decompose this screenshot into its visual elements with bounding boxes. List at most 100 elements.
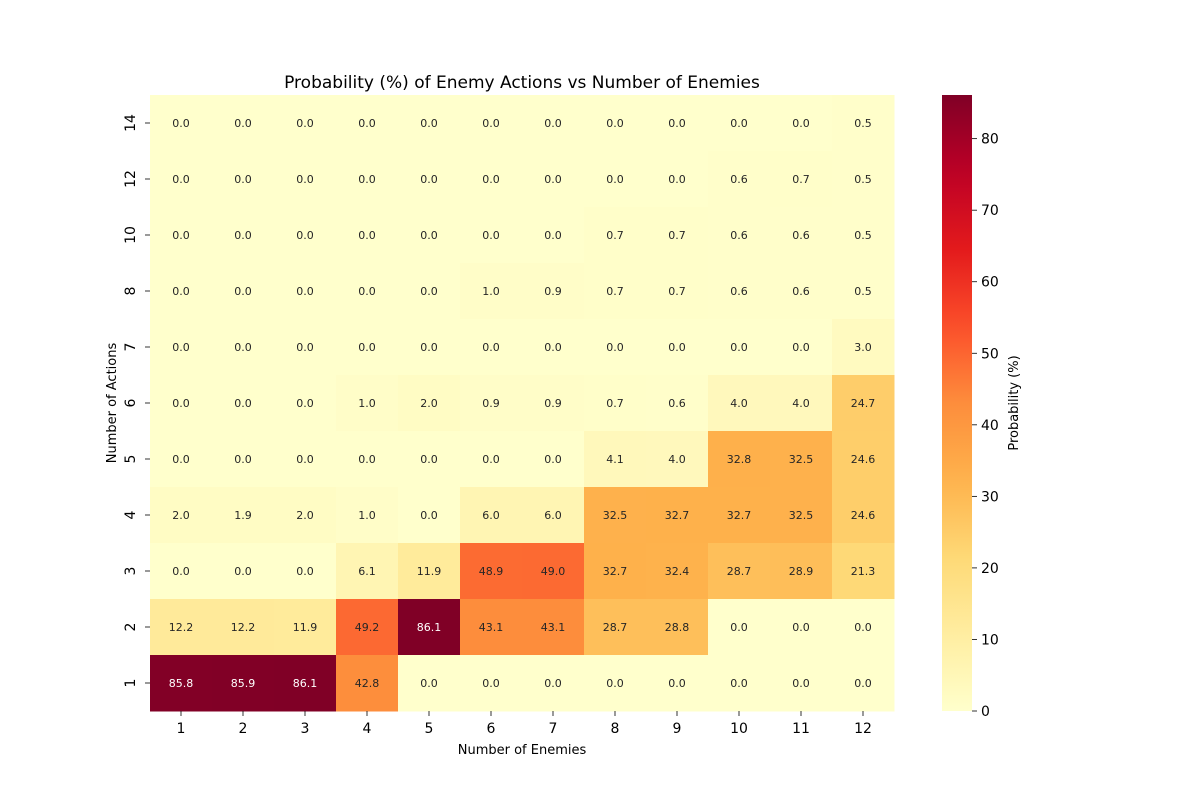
cell-value-label: 0.0 bbox=[482, 341, 500, 354]
heatmap-cell bbox=[460, 599, 523, 656]
heatmap-cell bbox=[150, 599, 213, 656]
cell-value-label: 42.8 bbox=[355, 677, 380, 690]
y-tick-label: 12 bbox=[123, 170, 139, 188]
colorbar-tick-label: 20 bbox=[981, 561, 999, 577]
heatmap-cell bbox=[770, 655, 833, 712]
cell-value-label: 0.0 bbox=[854, 677, 872, 690]
cell-value-label: 0.0 bbox=[234, 229, 252, 242]
y-tick-label: 4 bbox=[123, 510, 139, 519]
cell-value-label: 12.2 bbox=[169, 621, 194, 634]
heatmap-cell bbox=[832, 263, 895, 320]
heatmap-cell bbox=[274, 375, 337, 432]
cell-value-label: 0.0 bbox=[234, 173, 252, 186]
cell-value-label: 6.0 bbox=[482, 509, 500, 522]
heatmap-cell bbox=[584, 431, 647, 488]
cell-value-label: 3.0 bbox=[854, 341, 872, 354]
cell-value-label: 0.5 bbox=[854, 229, 872, 242]
cell-value-label: 0.6 bbox=[792, 229, 810, 242]
cell-value-label: 0.0 bbox=[358, 229, 376, 242]
colorbar-tick-label: 70 bbox=[981, 203, 999, 219]
cell-value-label: 0.0 bbox=[668, 173, 686, 186]
heatmap-grid: 0.0 0.0 0.0 0.0 0.0 0.0 0.0 0.0 0.0 0.0 0.0 0.5 0.0 0… bbox=[150, 95, 895, 712]
cell-value-label: 0.6 bbox=[792, 285, 810, 298]
cell-value-label: 0.0 bbox=[606, 341, 624, 354]
heatmap-cell bbox=[398, 319, 461, 376]
heatmap-cell bbox=[584, 319, 647, 376]
cell-value-label: 2.0 bbox=[172, 509, 190, 522]
cell-value-label: 0.0 bbox=[420, 173, 438, 186]
heatmap-cell bbox=[336, 151, 399, 208]
colorbar-tick-label: 10 bbox=[981, 632, 999, 648]
cell-value-label: 1.0 bbox=[358, 397, 376, 410]
cell-value-label: 0.0 bbox=[668, 341, 686, 354]
colorbar-tick-label: 0 bbox=[981, 704, 990, 720]
cell-value-label: 0.0 bbox=[296, 341, 314, 354]
cell-value-label: 28.9 bbox=[789, 565, 814, 578]
cell-value-label: 0.7 bbox=[606, 285, 624, 298]
heatmap-cell bbox=[708, 487, 771, 544]
heatmap-cell bbox=[522, 655, 585, 712]
x-tick-label: 9 bbox=[673, 721, 682, 737]
heatmap-cell bbox=[770, 543, 833, 600]
cell-value-label: 0.6 bbox=[730, 285, 748, 298]
cell-value-label: 0.0 bbox=[296, 285, 314, 298]
cell-value-label: 0.0 bbox=[172, 453, 190, 466]
heatmap-cell bbox=[212, 543, 275, 600]
cell-value-label: 0.0 bbox=[296, 453, 314, 466]
cell-value-label: 0.0 bbox=[172, 565, 190, 578]
cell-value-label: 4.0 bbox=[668, 453, 686, 466]
heatmap-cell bbox=[398, 151, 461, 208]
heatmap-cell bbox=[522, 95, 585, 152]
heatmap-cell bbox=[522, 431, 585, 488]
heatmap-cell bbox=[460, 95, 523, 152]
x-tick-label: 8 bbox=[611, 721, 620, 737]
heatmap-cell bbox=[336, 375, 399, 432]
heatmap-cell bbox=[584, 543, 647, 600]
cell-value-label: 28.7 bbox=[727, 565, 752, 578]
heatmap-cell bbox=[646, 263, 709, 320]
heatmap-cell bbox=[274, 95, 337, 152]
heatmap-cell bbox=[832, 319, 895, 376]
cell-value-label: 0.5 bbox=[854, 285, 872, 298]
cell-value-label: 0.0 bbox=[358, 453, 376, 466]
cell-value-label: 2.0 bbox=[296, 509, 314, 522]
heatmap-cell bbox=[770, 151, 833, 208]
cell-value-label: 0.0 bbox=[730, 341, 748, 354]
heatmap-cell bbox=[522, 599, 585, 656]
heatmap-cell bbox=[274, 431, 337, 488]
heatmap-cell bbox=[708, 543, 771, 600]
cell-value-label: 12.2 bbox=[231, 621, 256, 634]
cell-value-label: 0.0 bbox=[296, 397, 314, 410]
cell-value-label: 0.5 bbox=[854, 173, 872, 186]
cell-value-label: 0.5 bbox=[854, 117, 872, 130]
heatmap-cell bbox=[646, 599, 709, 656]
heatmap-cell bbox=[770, 599, 833, 656]
cell-value-label: 86.1 bbox=[417, 621, 442, 634]
heatmap-cell bbox=[832, 95, 895, 152]
cell-value-label: 0.0 bbox=[544, 229, 562, 242]
heatmap-cell bbox=[274, 543, 337, 600]
heatmap-cell bbox=[398, 375, 461, 432]
heatmap-cell bbox=[832, 375, 895, 432]
heatmap-cell bbox=[336, 487, 399, 544]
x-axis-label: Number of Enemies bbox=[458, 743, 587, 758]
cell-value-label: 0.7 bbox=[792, 173, 810, 186]
heatmap-cell bbox=[832, 543, 895, 600]
cell-value-label: 0.0 bbox=[172, 173, 190, 186]
heatmap-cell bbox=[646, 543, 709, 600]
heatmap-cell bbox=[398, 655, 461, 712]
cell-value-label: 48.9 bbox=[479, 565, 504, 578]
heatmap-cell bbox=[460, 543, 523, 600]
colorbar-tick-label: 50 bbox=[981, 346, 999, 362]
cell-value-label: 0.0 bbox=[358, 341, 376, 354]
cell-value-label: 32.7 bbox=[603, 565, 628, 578]
cell-value-label: 43.1 bbox=[479, 621, 504, 634]
cell-value-label: 0.0 bbox=[792, 621, 810, 634]
heatmap-cell bbox=[212, 319, 275, 376]
heatmap-cell bbox=[584, 655, 647, 712]
y-tick-label: 14 bbox=[123, 114, 139, 132]
heatmap-cell bbox=[460, 431, 523, 488]
heatmap-cell bbox=[460, 207, 523, 264]
cell-value-label: 0.0 bbox=[730, 677, 748, 690]
cell-value-label: 0.0 bbox=[296, 117, 314, 130]
